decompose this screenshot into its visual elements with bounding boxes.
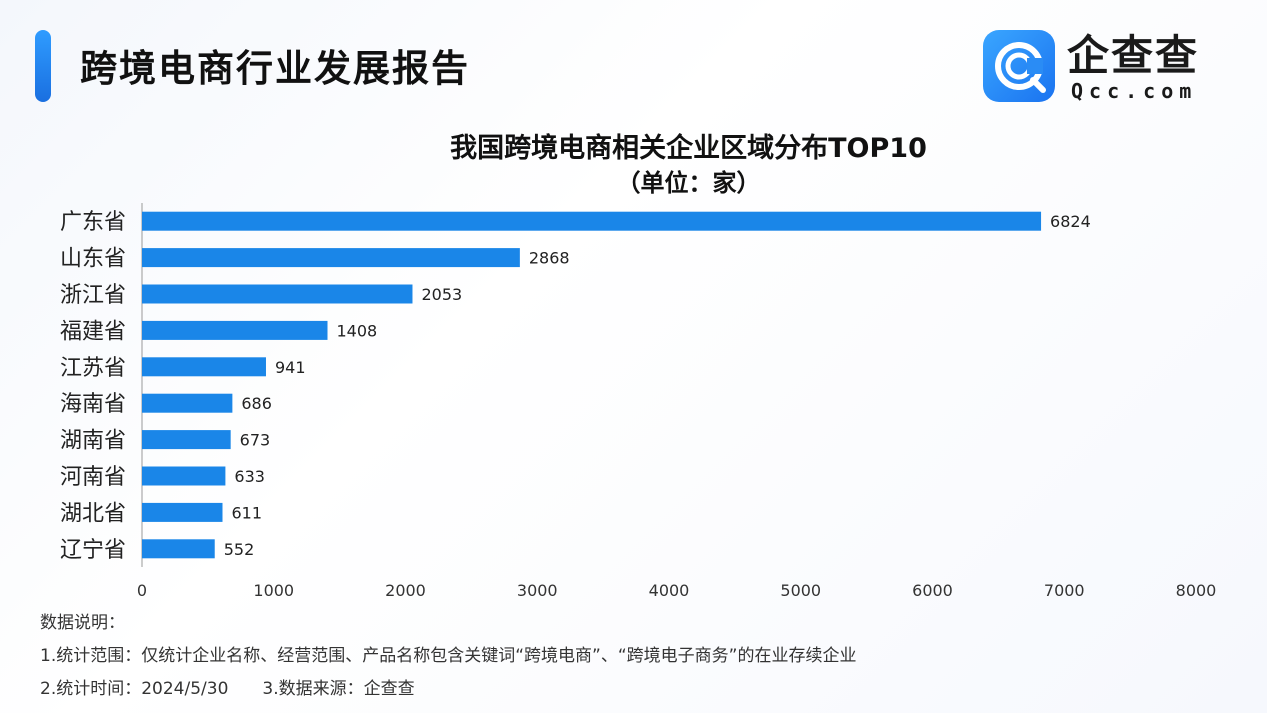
x-tick-label: 3000 (517, 581, 558, 600)
bar (142, 320, 328, 340)
category-label: 湖北省 (60, 501, 126, 526)
data-label: 1408 (337, 321, 378, 340)
category-label: 河南省 (60, 465, 126, 490)
data-label: 686 (241, 394, 272, 413)
data-label: 941 (275, 358, 306, 377)
data-label: 633 (234, 467, 265, 486)
report-title: 跨境电商行业发展报告 (80, 47, 470, 90)
x-tick-label: 2000 (385, 581, 426, 600)
bar (142, 393, 233, 413)
notes-line-2: 2.统计时间：2024/5/30 3.数据来源：企查查 (40, 679, 415, 699)
qcc-logo: 企查查 Qcc.com (983, 30, 1223, 105)
x-tick-label: 4000 (649, 581, 690, 600)
logo-name: 企查查 (1067, 31, 1200, 80)
header-accent-bar (35, 30, 51, 102)
notes-heading: 数据说明： (40, 613, 125, 633)
category-label: 辽宁省 (60, 538, 126, 563)
category-label: 广东省 (60, 210, 126, 235)
data-label: 2053 (421, 285, 462, 304)
notes-line-1: 1.统计范围：仅统计企业名称、经营范围、产品名称包含关键词“跨境电商”、“跨境电… (40, 646, 857, 666)
x-tick-label: 7000 (1044, 581, 1085, 600)
x-tick-label: 8000 (1176, 581, 1217, 600)
bar (142, 539, 215, 559)
category-label: 江苏省 (60, 356, 126, 381)
category-label: 山东省 (60, 247, 126, 272)
x-tick-label: 1000 (253, 581, 294, 600)
x-tick-label: 0 (137, 581, 147, 600)
qcc-logo-icon (983, 30, 1055, 102)
data-label: 2868 (529, 249, 570, 268)
data-label: 611 (231, 503, 262, 522)
category-label: 福建省 (60, 319, 126, 344)
category-label: 海南省 (60, 392, 126, 417)
x-tick-label: 5000 (780, 581, 821, 600)
data-label: 552 (224, 540, 255, 559)
chart-title: 我国跨境电商相关企业区域分布TOP10 (450, 133, 927, 164)
data-label: 6824 (1050, 212, 1091, 231)
bar (142, 248, 520, 268)
logo-domain: Qcc.com (1071, 79, 1198, 103)
data-label: 673 (240, 431, 271, 450)
bar (142, 502, 223, 522)
bar (142, 211, 1042, 231)
data-notes: 数据说明： 1.统计范围：仅统计企业名称、经营范围、产品名称包含关键词“跨境电商… (40, 607, 856, 706)
bar (142, 357, 266, 377)
bar (142, 284, 413, 304)
category-label: 湖南省 (60, 429, 126, 454)
chart-subtitle: （单位：家） (616, 169, 761, 197)
bar (142, 466, 226, 486)
category-label: 浙江省 (60, 283, 126, 308)
bar (142, 430, 231, 450)
x-tick-label: 6000 (912, 581, 953, 600)
